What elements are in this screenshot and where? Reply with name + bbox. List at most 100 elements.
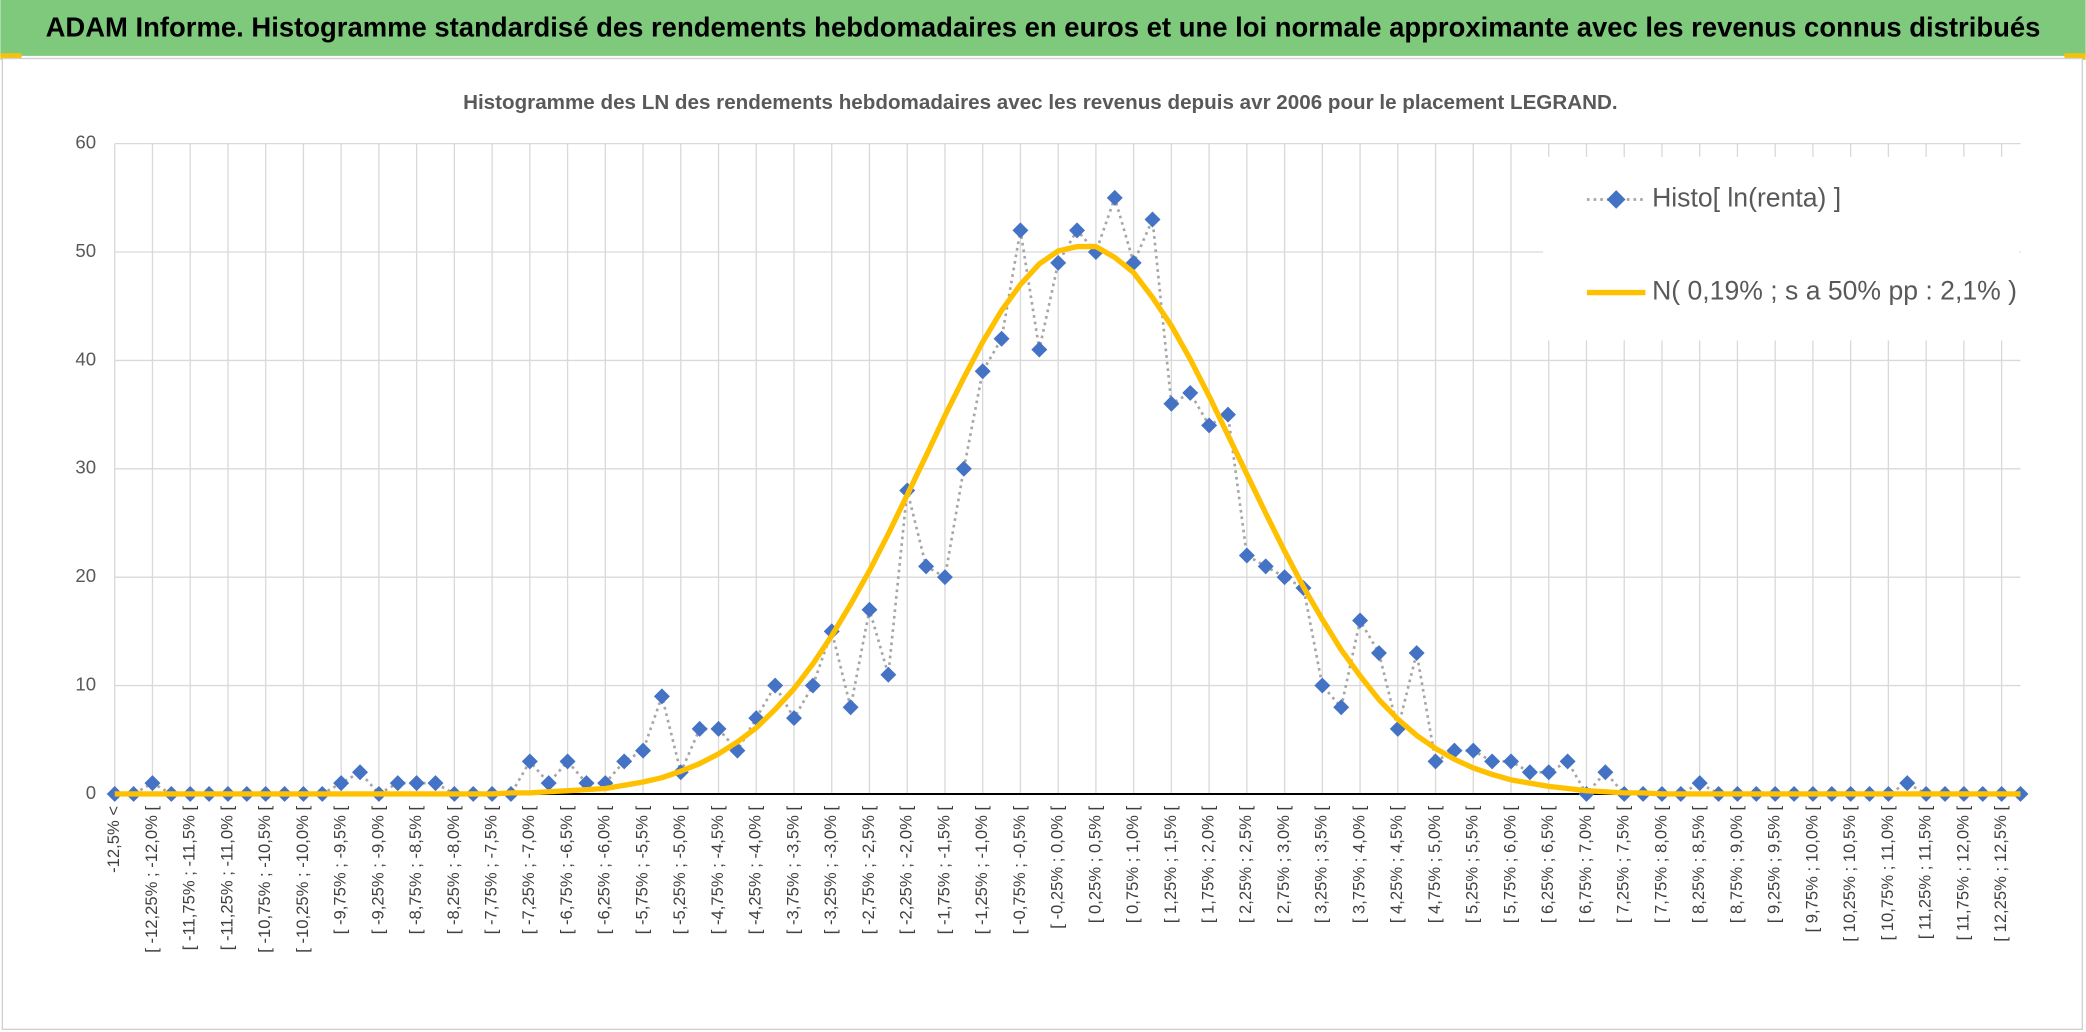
legend-label: N( 0,19% ; s a 50% pp : 2,1% )	[1652, 276, 2017, 306]
y-tick-label: 60	[75, 132, 96, 153]
y-tick-label: 20	[75, 565, 96, 586]
marker	[710, 720, 727, 737]
legend-marker	[1606, 190, 1626, 209]
marker	[1069, 222, 1086, 239]
marker	[559, 753, 576, 770]
marker	[1540, 764, 1557, 781]
x-tick-label: [ 10,25% ; 10,5% [	[1840, 806, 1859, 942]
marker	[352, 764, 369, 781]
marker	[918, 558, 935, 575]
x-tick-label: -12,5% <	[104, 806, 123, 873]
x-tick-label: [ -10,75% ; -10,5% [	[255, 806, 274, 953]
x-tick-label: [ 7,75% ; 8,0% [	[1651, 806, 1670, 924]
x-tick-label: [ -5,75% ; -5,5% [	[632, 806, 651, 935]
x-tick-label: [ -7,75% ; -7,5% [	[481, 806, 500, 935]
marker	[1012, 222, 1029, 239]
marker	[880, 666, 897, 683]
banner-title: ADAM Informe. Histogramme standardisé de…	[46, 12, 2041, 43]
x-tick-label: [ 3,25% ; 3,5% [	[1312, 806, 1331, 924]
marker	[616, 753, 633, 770]
legend-label: Histo[ ln(renta) ]	[1652, 183, 1841, 213]
x-tick-label: [ 1,75% ; 2,0% [	[1199, 806, 1218, 924]
x-tick-label: [ 6,25% ; 6,5% [	[1538, 806, 1557, 924]
x-tick-label: [ -7,25% ; -7,0% [	[519, 806, 538, 935]
x-tick-label: [ 11,25% ; 11,5% [	[1916, 806, 1935, 940]
marker	[767, 677, 784, 694]
x-tick-label: [ 11,75% ; 12,0% [	[1953, 806, 1972, 941]
x-tick-label: [ -11,75% ; -11,5% [	[180, 806, 199, 951]
marker	[691, 720, 708, 737]
marker	[1597, 764, 1614, 781]
x-tick-label: [ 5,25% ; 5,5% [	[1463, 806, 1482, 924]
x-tick-label: [ -12,25% ; -12,0% [	[142, 806, 161, 953]
x-tick-label: [ 0,25% ; 0,5% [	[1085, 806, 1104, 924]
x-tick-label: [ -11,25% ; -11,0% [	[217, 806, 236, 951]
x-tick-label: [ -9,25% ; -9,0% [	[368, 806, 387, 935]
x-tick-label: [ 7,25% ; 7,5% [	[1614, 806, 1633, 924]
x-tick-label: [ 2,25% ; 2,5% [	[1236, 806, 1255, 924]
corner-accent	[2064, 53, 2086, 60]
x-tick-label: [ -4,25% ; -4,0% [	[746, 806, 765, 935]
x-tick-label: [ -3,25% ; -3,0% [	[821, 806, 840, 935]
normal-curve	[114, 243, 2021, 797]
y-tick-label: 10	[75, 673, 96, 694]
legend: Histo[ ln(renta) ] N( 0,19% ; s a 50% pp …	[1543, 156, 2020, 341]
marker	[1559, 753, 1576, 770]
marker	[955, 460, 972, 477]
x-tick-label: [ -6,75% ; -6,5% [	[557, 806, 576, 935]
marker	[408, 775, 425, 792]
x-tick-label: [ 12,25% ; 12,5% [	[1991, 806, 2010, 942]
marker	[1521, 764, 1538, 781]
legend-box	[1543, 156, 2020, 341]
x-tick-label: [ -1,75% ; -1,5% [	[934, 806, 953, 935]
x-tick-label: [ 1,25% ; 1,5% [	[1161, 806, 1180, 924]
x-tick-label: [ -10,25% ; -10,0% [	[293, 806, 312, 953]
x-tick-label: [ -3,75% ; -3,5% [	[783, 806, 802, 935]
marker	[521, 753, 538, 770]
x-tick-label: [ 3,75% ; 4,0% [	[1349, 806, 1368, 924]
marker	[786, 710, 802, 727]
y-tick-label: 30	[75, 457, 96, 478]
marker	[1163, 395, 1180, 412]
y-tick-label: 40	[75, 348, 96, 369]
x-tick-label: [ 4,75% ; 5,0% [	[1425, 806, 1444, 924]
marker	[1899, 775, 1916, 792]
x-tick-label: [ -5,25% ; -5,0% [	[670, 806, 689, 935]
marker	[333, 775, 350, 792]
x-tick-label: [ 10,75% ; 11,0% [	[1878, 806, 1897, 941]
x-tick-label: [ 9,75% ; 10,0% [	[1802, 806, 1821, 933]
x-tick-label: [ 2,75% ; 3,0% [	[1274, 806, 1293, 924]
x-tick-label: [ 8,25% ; 8,5% [	[1689, 806, 1708, 924]
marker	[653, 688, 670, 705]
marker	[1352, 612, 1369, 629]
marker	[1465, 742, 1482, 759]
banner	[0, 0, 2086, 56]
marker	[427, 775, 444, 792]
x-tick-label: [ -1,25% ; -1,0% [	[972, 806, 991, 935]
x-tick-label: [ -8,25% ; -8,0% [	[444, 806, 463, 935]
x-tick-label: [ -0,25% ; 0,0% [	[1048, 806, 1067, 929]
corner-accent	[0, 53, 22, 60]
x-tick-label: [ -2,25% ; -2,0% [	[897, 806, 916, 935]
x-tick-label: [ 6,75% ; 7,0% [	[1576, 806, 1595, 924]
marker	[1201, 417, 1218, 434]
marker	[974, 363, 991, 380]
x-tick-label: [ 0,75% ; 1,0% [	[1123, 806, 1142, 924]
x-tick-label: [ 5,75% ; 6,0% [	[1500, 806, 1519, 924]
marker	[1333, 699, 1350, 716]
marker	[1257, 558, 1274, 575]
x-tick-label: [ -9,75% ; -9,5% [	[331, 806, 350, 935]
y-tick-label: 0	[86, 782, 96, 803]
marker	[1691, 775, 1708, 792]
y-tick-label: 50	[75, 240, 96, 261]
x-tick-label: [ -8,75% ; -8,5% [	[406, 806, 425, 935]
x-tick-label: [ -2,75% ; -2,5% [	[859, 806, 878, 935]
x-tick-label: [ -6,25% ; -6,0% [	[595, 806, 614, 935]
marker	[389, 775, 406, 792]
marker	[993, 330, 1010, 347]
x-tick-label: [ 9,25% ; 9,5% [	[1765, 806, 1784, 924]
x-tick-label: [ -0,75% ; -0,5% [	[1010, 806, 1029, 935]
marker	[842, 699, 859, 716]
x-tick-label: [ 4,25% ; 4,5% [	[1387, 806, 1406, 924]
